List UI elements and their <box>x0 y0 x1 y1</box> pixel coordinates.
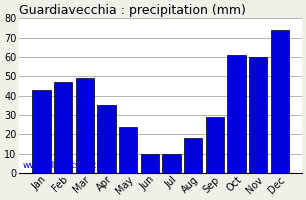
Text: www.allmetsat.com: www.allmetsat.com <box>22 161 111 170</box>
Bar <box>162 154 181 173</box>
Bar <box>119 127 137 173</box>
Bar <box>249 57 267 173</box>
Bar <box>54 82 72 173</box>
Bar <box>140 154 159 173</box>
Bar <box>32 90 50 173</box>
Bar <box>184 138 202 173</box>
Bar <box>227 55 246 173</box>
Text: Guardiavecchia : precipitation (mm): Guardiavecchia : precipitation (mm) <box>19 4 246 17</box>
Bar <box>76 78 94 173</box>
Bar <box>206 117 224 173</box>
Bar <box>271 30 289 173</box>
Bar <box>97 105 116 173</box>
